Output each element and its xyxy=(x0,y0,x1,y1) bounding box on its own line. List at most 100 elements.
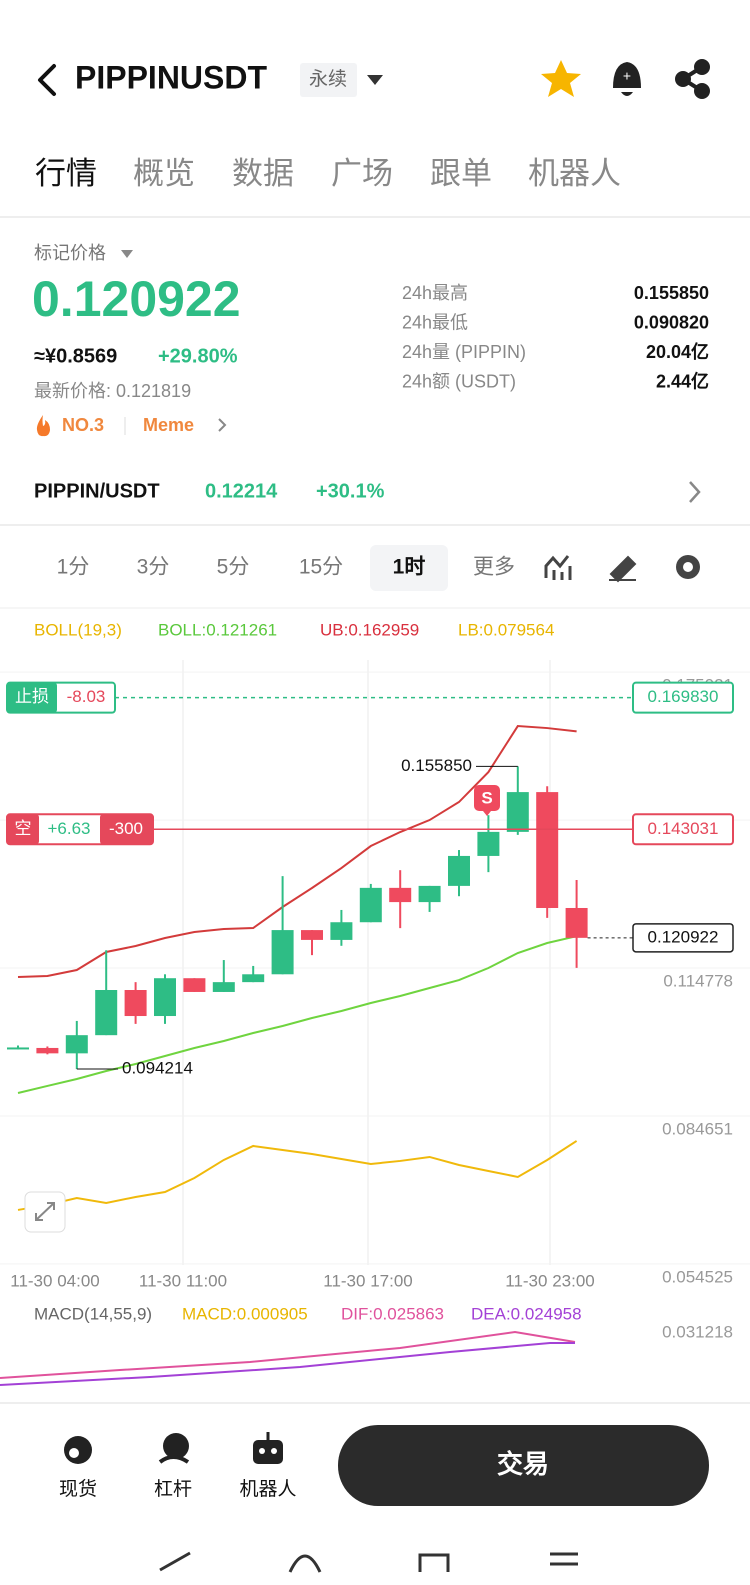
candle-body xyxy=(154,978,176,1017)
signal-label: S xyxy=(481,788,492,807)
candle-body xyxy=(359,887,382,923)
chart: 0.1750210.14490.1147780.0846510.05452511… xyxy=(0,660,750,1290)
share-icon[interactable] xyxy=(675,59,710,99)
candle-body xyxy=(183,978,206,992)
x-tick-label: 11-30 23:00 xyxy=(505,1271,594,1290)
stat-label: 24h量 (PIPPIN) xyxy=(402,342,526,362)
candle-body xyxy=(7,1047,29,1050)
stop-loss-pnl: -8.03 xyxy=(67,687,106,706)
rank: NO.3 xyxy=(62,415,104,435)
cny-price: ≈¥0.8569 xyxy=(34,345,117,367)
nav-label[interactable]: 杠杆 xyxy=(154,1478,192,1500)
candle-body xyxy=(124,990,147,1017)
system-nav xyxy=(159,1551,578,1573)
position-pnl: +6.63 xyxy=(47,819,90,838)
interval[interactable]: 5分 xyxy=(217,556,250,579)
tab[interactable]: 广场 xyxy=(331,156,393,191)
bot-icon[interactable] xyxy=(253,1432,283,1464)
candle-body xyxy=(536,792,559,908)
x-tick-label: 11-30 04:00 xyxy=(10,1271,99,1290)
interval[interactable]: 15分 xyxy=(299,556,343,579)
draw-icon[interactable] xyxy=(609,555,637,583)
stop-loss-name-bg xyxy=(7,682,57,713)
chevron xyxy=(689,481,701,503)
trade-button-label: 交易 xyxy=(497,1449,549,1479)
macd-legend-item: MACD:0.000905 xyxy=(182,1304,308,1323)
boll-line xyxy=(17,725,577,978)
interval-bar: 1分 3分 5分 15分 1时 更多 xyxy=(57,556,515,579)
position-size: -300 xyxy=(109,819,143,838)
stop-loss-price: 0.169830 xyxy=(648,687,719,706)
candle-body xyxy=(36,1047,59,1054)
mark-price: 0.120922 xyxy=(32,271,241,327)
tab[interactable]: 机器人 xyxy=(528,156,621,191)
low-label: 0.094214 xyxy=(122,1058,193,1077)
bell-plus: + xyxy=(623,68,631,84)
trade-button[interactable] xyxy=(338,1425,709,1506)
stop-loss-price-tag xyxy=(632,681,734,714)
candle-body xyxy=(565,907,588,938)
candle-body xyxy=(330,922,353,940)
tab[interactable]: 行情 xyxy=(35,156,97,191)
last-price: 0.120922 xyxy=(648,927,719,946)
macd-dif-line xyxy=(0,1330,576,1379)
signal-badge xyxy=(474,785,500,811)
candle-body xyxy=(271,930,294,975)
spot-row[interactable]: PIPPIN/USDT 0.12214 +30.1% xyxy=(34,480,701,503)
macd-panel: MACD(14,55,9) MACD:0.000905 DIF:0.025863 DE… xyxy=(0,1304,733,1386)
tab[interactable]: 数据 xyxy=(232,156,294,191)
candle-body xyxy=(65,1035,88,1054)
candle-body xyxy=(418,885,441,903)
spot-icon[interactable] xyxy=(64,1436,92,1464)
badge-bg xyxy=(300,63,357,97)
last-price-tag xyxy=(632,923,734,953)
high-label: 0.155850 xyxy=(401,756,472,775)
spot-pair: PIPPIN/USDT xyxy=(34,480,160,502)
stat-label: 24h额 (USDT) xyxy=(402,371,516,391)
expand-button[interactable] xyxy=(24,1191,66,1233)
chevron xyxy=(218,418,227,432)
settings-icon[interactable] xyxy=(676,555,700,579)
favorite-star[interactable] xyxy=(541,60,581,97)
stat-value: 2.44亿 xyxy=(656,370,709,391)
position-side: 空 xyxy=(15,819,32,838)
position-size-bg xyxy=(100,814,153,845)
alert-bell[interactable] xyxy=(613,62,641,96)
boll-legend-item: UB:0.162959 xyxy=(320,620,419,639)
boll-legend-item: BOLL:0.121261 xyxy=(158,620,277,639)
macd-legend-item: MACD(14,55,9) xyxy=(34,1304,152,1323)
spot-price: 0.12214 xyxy=(205,480,278,502)
caret xyxy=(121,250,133,258)
stat-value: 20.04亿 xyxy=(646,341,709,362)
interval[interactable]: 1时 xyxy=(393,556,426,579)
margin-icon[interactable] xyxy=(158,1433,190,1464)
stat-value: 0.155850 xyxy=(634,283,709,303)
boll-line xyxy=(17,1140,578,1211)
interval[interactable]: 1分 xyxy=(57,556,90,579)
indicator-icon[interactable] xyxy=(544,555,572,580)
x-tick-label: 11-30 11:00 xyxy=(139,1271,227,1290)
nav-label[interactable]: 现货 xyxy=(59,1478,97,1500)
candle-body xyxy=(448,855,470,886)
boll-legend-item: LB:0.079564 xyxy=(458,620,554,639)
back-button[interactable] xyxy=(38,64,56,96)
candle-body xyxy=(389,887,412,903)
tag[interactable]: Meme xyxy=(143,415,194,435)
y-tick-label: 0.114778 xyxy=(663,971,733,990)
latest-price: 最新价格: 0.121819 xyxy=(34,381,191,401)
candle-body xyxy=(242,974,265,983)
y-tick-label: 0.084651 xyxy=(662,1119,733,1138)
stat-value: 0.090820 xyxy=(634,312,709,332)
candle-body xyxy=(477,831,500,856)
tab-bar: 行情 概览 数据 广场 跟单 机器人 xyxy=(35,156,621,191)
interval[interactable]: 更多 xyxy=(473,556,515,579)
nav-label[interactable]: 机器人 xyxy=(239,1478,296,1500)
tab[interactable]: 跟单 xyxy=(430,156,492,191)
candle-body xyxy=(212,982,235,992)
interval[interactable]: 3分 xyxy=(137,556,170,579)
tab[interactable]: 概览 xyxy=(133,156,195,191)
stat-label: 24h最高 xyxy=(402,283,468,303)
dropdown-caret[interactable] xyxy=(367,75,383,85)
